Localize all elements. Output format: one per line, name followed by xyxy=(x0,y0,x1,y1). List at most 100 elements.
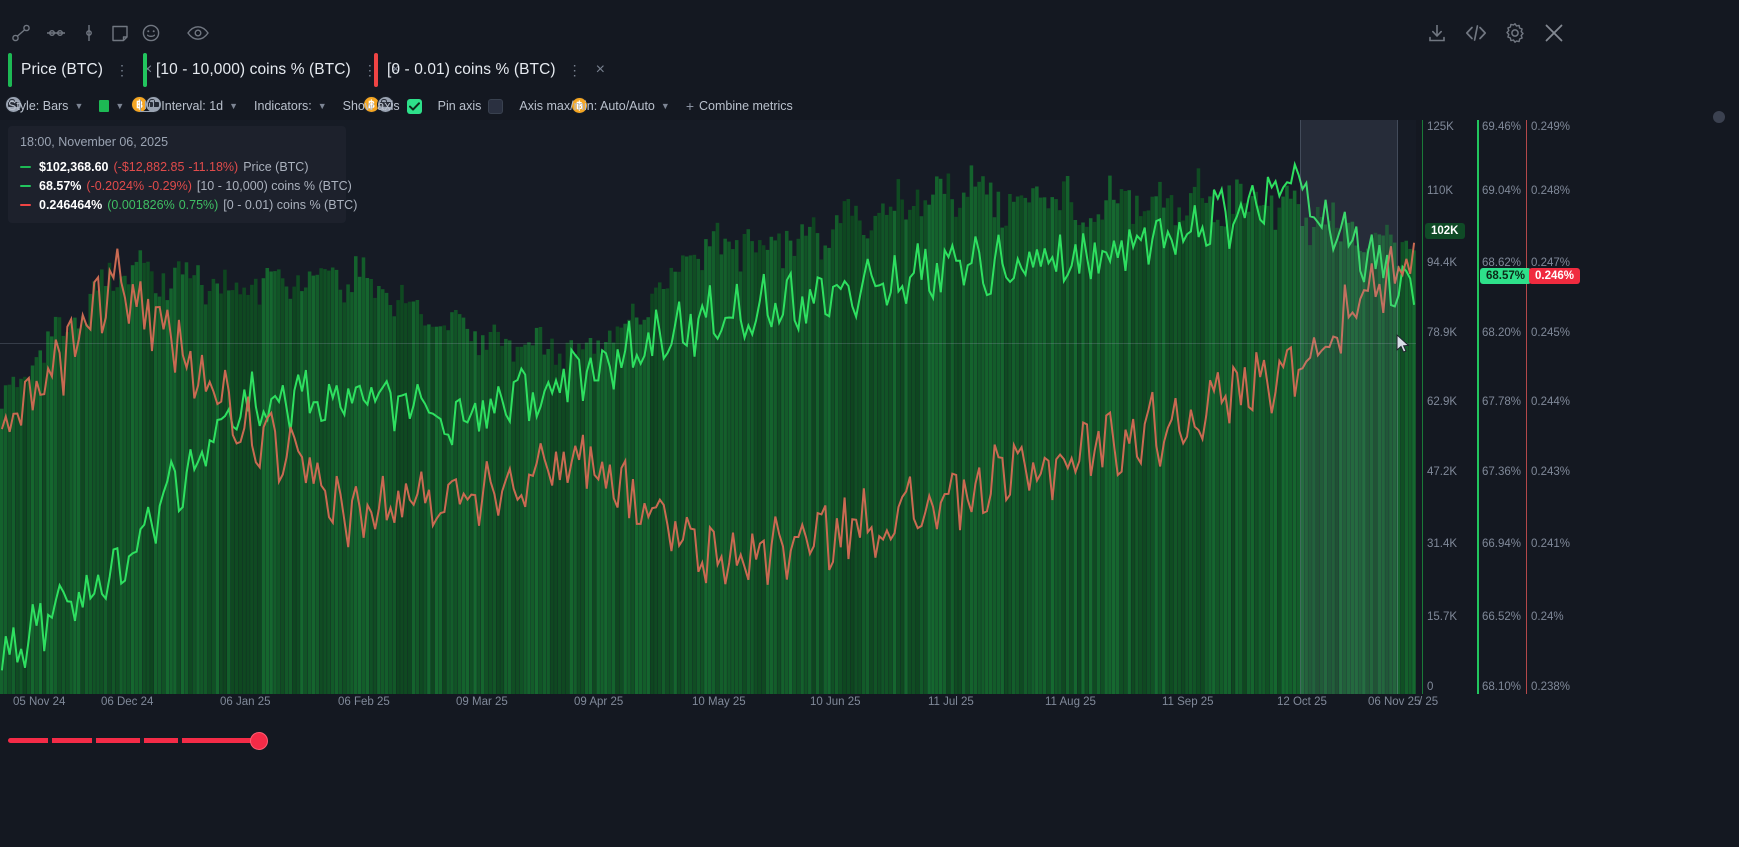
tooltip-name-price: Price (BTC) xyxy=(243,160,309,174)
tooltip-row-band-0-001: 0.246464% (0.001826% 0.75%) [0 - 0.01) c… xyxy=(20,198,357,212)
crosshair-horizontal xyxy=(0,343,1416,344)
color-selector[interactable]: ▼ xyxy=(99,100,124,112)
scrubber-handle[interactable] xyxy=(250,732,268,750)
chart-plot-area[interactable] xyxy=(0,120,1416,694)
note-icon[interactable] xyxy=(107,20,133,46)
axis-line-band-10-10000 xyxy=(1477,120,1479,694)
metric-tab-menu-price[interactable]: ⋮ xyxy=(115,61,130,78)
download-icon[interactable] xyxy=(1424,20,1450,46)
axis-tick: 110K xyxy=(1427,185,1454,197)
axis-tick: 125K xyxy=(1427,121,1454,133)
tab-color-bar-band-0-001 xyxy=(374,53,378,87)
chevron-down-icon: ▼ xyxy=(115,101,125,111)
x-axis-tick: 12 Oct 25 xyxy=(1277,696,1327,708)
axis-tick: 15.7K xyxy=(1427,611,1458,623)
style-selector[interactable]: Style: Bars ▼ xyxy=(8,99,83,113)
combine-metrics-button[interactable]: + Combine metrics xyxy=(686,98,793,114)
plus-icon: + xyxy=(685,98,694,114)
interval-selector[interactable]: Interval: 1d ▼ xyxy=(140,99,238,113)
chevron-down-icon: ▼ xyxy=(317,101,327,111)
axis-tick: 0 xyxy=(1427,681,1434,693)
emoji-icon[interactable] xyxy=(138,20,164,46)
metric-tab-close-band-0-001[interactable]: × xyxy=(595,61,605,78)
line-style-icon[interactable] xyxy=(43,20,69,46)
axis-tick: 62.9K xyxy=(1427,396,1458,408)
metric-tabs: Price (BTC) ⋮ × [10 - 10,000) coins % (B… xyxy=(0,48,1739,123)
interval-label: Interval: 1d xyxy=(161,99,224,113)
tooltip-change-price: (-$12,882.85 xyxy=(113,160,185,174)
metric-tab-close-price[interactable]: × xyxy=(143,61,153,78)
tooltip-color-dash-price xyxy=(20,166,31,168)
axis-minmax-selector[interactable]: Axis max/min: Auto/Auto ▼ xyxy=(519,99,669,113)
axis-tick: 68.62% xyxy=(1482,257,1522,269)
lock-icon-price xyxy=(5,96,22,113)
close-icon[interactable] xyxy=(1541,20,1567,46)
axis-tick: 68.10% xyxy=(1482,681,1522,693)
axis-highlight-price: 102K xyxy=(1425,223,1465,239)
tooltip-row-price: $102,368.60 (-$12,882.85 -11.18%) Price … xyxy=(20,160,334,174)
x-axis-tick: 06 Dec 24 xyxy=(101,696,154,708)
axis-tick: 67.78% xyxy=(1482,396,1522,408)
timeline-scrubber[interactable] xyxy=(0,722,1739,768)
indicators-label: Indicators: xyxy=(254,99,312,113)
tooltip-color-dash-band-10-10000 xyxy=(20,185,31,187)
x-axis-ticks: 05 Nov 24 06 Dec 24 06 Jan 25 06 Feb 25 09 M… xyxy=(0,696,1420,714)
axis-tick: 47.2K xyxy=(1427,466,1458,478)
tooltip-value-band-0-001: 0.246464% xyxy=(39,198,103,212)
embed-code-icon[interactable] xyxy=(1463,20,1489,46)
axis-tick: 31.4K xyxy=(1427,538,1458,550)
show-axis-checkbox[interactable] xyxy=(406,98,422,114)
eye-icon[interactable] xyxy=(185,20,211,46)
axis-tick: 0.244% xyxy=(1531,396,1571,408)
metric-tab-menu-band-0-001[interactable]: ⋮ xyxy=(567,61,582,78)
metric-tab-band-10-10000[interactable]: [10 - 10,000) coins % (BTC) ⋮ × xyxy=(143,48,400,92)
axis-tick: 0.247% xyxy=(1531,257,1571,269)
marker-icon[interactable] xyxy=(76,20,102,46)
indicators-selector[interactable]: Indicators: ▼ xyxy=(254,99,327,113)
metric-tab-close-band-10-10000[interactable]: × xyxy=(390,61,401,78)
node-link-icon[interactable] xyxy=(8,20,34,46)
pin-axis-toggle[interactable]: Pin axis xyxy=(437,98,504,114)
axis-tick: 0.249% xyxy=(1531,121,1571,133)
x-axis-tick: 10 Jun 25 xyxy=(810,696,861,708)
axis-ticks-band-10-10000: 69.46% 69.04% 68.62% 68.20% 67.78% 67.36% 66.9… xyxy=(1480,120,1532,694)
tab-color-bar-band-10-10000 xyxy=(143,53,147,87)
tooltip-change-band-0-001: (0.001826% xyxy=(107,198,175,212)
axis-tick: 78.9K xyxy=(1427,327,1458,339)
axis-line-price xyxy=(1422,120,1423,694)
settings-icon[interactable] xyxy=(1502,20,1528,46)
pin-axis-label: Pin axis xyxy=(437,99,482,113)
btc-icon-add-metric[interactable]: ฿ xyxy=(571,97,588,114)
chevron-down-icon: ▼ xyxy=(229,101,239,111)
axis-tick: 69.04% xyxy=(1482,185,1522,197)
chart-tooltip: 18:00, November 06, 2025 $102,368.60 (-$… xyxy=(8,126,357,223)
axis-line-band-0-001 xyxy=(1526,120,1527,694)
metric-tab-band-0-001[interactable]: [0 - 0.01) coins % (BTC) ⋮ × xyxy=(374,48,605,92)
tooltip-date: 18:00, November 06, 2025 xyxy=(20,135,169,149)
pin-axis-checkbox[interactable] xyxy=(488,98,504,114)
axis-tick: 67.36% xyxy=(1482,466,1522,478)
style-label: Style: Bars xyxy=(8,99,69,113)
axis-tick: 0.243% xyxy=(1531,466,1571,478)
x-axis-tick: 09 Apr 25 xyxy=(574,696,624,708)
chevron-down-icon: ▼ xyxy=(660,101,670,111)
tooltip-color-dash-band-0-001 xyxy=(20,204,31,206)
metric-tab-price[interactable]: Price (BTC) ⋮ × xyxy=(8,48,152,92)
color-swatch xyxy=(99,100,110,112)
chevron-down-icon: ▼ xyxy=(74,101,84,111)
axis-tick: 69.46% xyxy=(1482,121,1522,133)
axis-tick: 0.24% xyxy=(1531,611,1564,623)
tooltip-percent-band-10-10000: -0.29%) xyxy=(148,179,192,193)
band-10-10000-line xyxy=(0,160,1416,671)
avatar[interactable] xyxy=(1713,111,1725,123)
x-axis-tick: 11 Aug 25 xyxy=(1045,696,1096,708)
show-axis-toggle[interactable]: Show axis xyxy=(343,98,422,114)
axis-minmax-label: Axis max/min: Auto/Auto xyxy=(519,99,655,113)
x-axis-trailing: / 25 xyxy=(1419,696,1439,708)
x-axis-tick: 06 Jan 25 xyxy=(220,696,271,708)
x-axis-tick: 09 Mar 25 xyxy=(456,696,508,708)
scrubber-track[interactable] xyxy=(8,738,263,743)
axis-tick: 0.238% xyxy=(1531,681,1571,693)
bar-chart-icon xyxy=(140,100,155,112)
metric-tab-menu-band-10-10000[interactable]: ⋮ xyxy=(362,61,377,78)
